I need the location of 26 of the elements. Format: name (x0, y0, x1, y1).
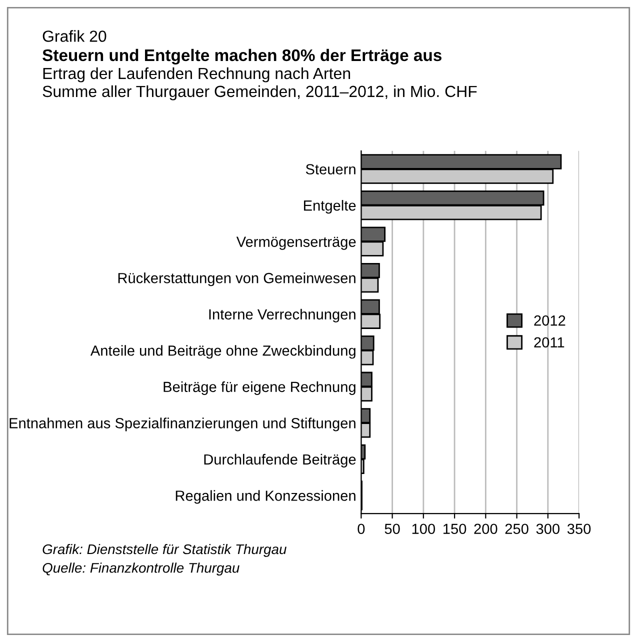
text: Grafik 20 (42, 30, 106, 42)
y-tick-label: Entgelte (304, 200, 356, 214)
x-tick-label: 50 (384, 524, 400, 534)
source-note: Quelle: Finanzkontrolle Thurgau (42, 562, 240, 576)
x-tick-label: 250 (505, 524, 528, 534)
y-tick-label: Entnahmen aus Spezialfinanzierungen und Stiftungen (10, 418, 356, 432)
y-tick-label: Beiträge für eigene Rechnung (164, 381, 356, 395)
text: Grafik: Dienststelle für Statistik Thurgau (42, 544, 286, 557)
y-tick-label: Steuern (306, 164, 356, 174)
y-tick-label: Rückerstattungen von Gemeinwesen (118, 272, 356, 286)
x-tick-label: 300 (536, 524, 560, 534)
x-tick-label: 350 (567, 524, 591, 534)
x-tick-label: 100 (412, 524, 436, 534)
x-tick-label: 150 (443, 524, 466, 534)
text: Ertrag der Laufenden Rechnung nach Arten (43, 67, 350, 82)
y-tick-label: Vermögenserträge (236, 236, 356, 250)
y-tick-label: Durchlaufende Beiträge (204, 454, 356, 468)
x-tick-label: 0 (358, 524, 365, 534)
y-tick-label: Interne Verrechnungen (209, 308, 356, 322)
legend-label: 2011 (534, 337, 564, 348)
legend-label: 2012 (534, 315, 566, 326)
chart-subtitle: Steuern und Entgelte machen 80% der Erträge aus (42, 48, 442, 65)
text: Summe aller Thurgauer Gemeinden, 2011–2012, in Mio. CHF (42, 85, 477, 100)
y-tick-label: Regalien und Konzessionen (176, 490, 356, 504)
x-tick-label: 200 (474, 524, 498, 534)
y-tick-label: Anteile und Beiträge ohne Zweckbindung (90, 345, 356, 359)
